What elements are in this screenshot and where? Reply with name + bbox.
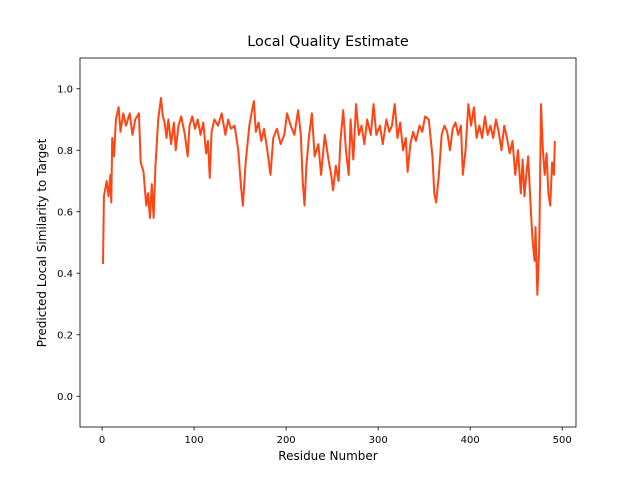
x-tick-label: 100: [185, 435, 204, 446]
y-tick-label: 0.0: [57, 392, 73, 403]
y-tick-label: 0.4: [57, 269, 73, 280]
x-tick-label: 400: [461, 435, 480, 446]
y-tick-label: 1.0: [57, 84, 73, 95]
x-tick-label: 300: [369, 435, 388, 446]
x-tick-label: 0: [99, 435, 105, 446]
y-tick-label: 0.8: [57, 146, 73, 157]
x-axis-label: Residue Number: [278, 449, 377, 463]
chart-title: Local Quality Estimate: [247, 34, 409, 50]
plot-frame: [79, 57, 577, 428]
y-tick-label: 0.6: [57, 207, 73, 218]
x-tick-label: 500: [553, 435, 572, 446]
y-axis-label: Predicted Local Similarity to Target: [35, 138, 49, 347]
y-tick-label: 0.2: [57, 330, 73, 341]
data-line: [102, 96, 556, 296]
x-tick-label: 200: [277, 435, 296, 446]
